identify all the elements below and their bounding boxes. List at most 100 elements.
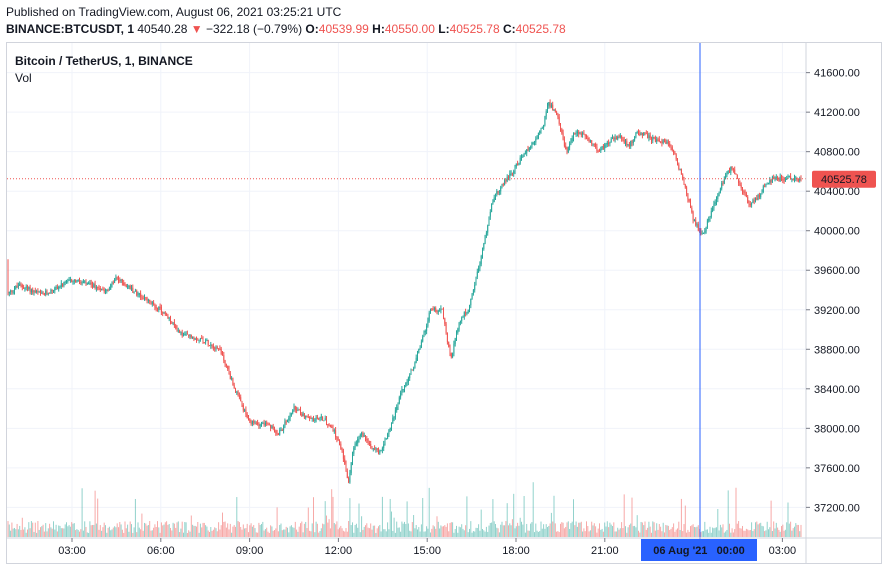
volume-bar xyxy=(189,531,191,537)
volume-bar xyxy=(652,521,654,537)
time-tick-label: 21:00 xyxy=(591,545,619,557)
volume-bar xyxy=(424,531,426,537)
volume-bar xyxy=(415,525,417,537)
volume-bar xyxy=(303,523,305,537)
volume-bar xyxy=(436,516,438,537)
candle-body xyxy=(602,146,604,149)
candle-body xyxy=(88,282,90,284)
volume-bar xyxy=(393,517,395,537)
volume-bar xyxy=(345,528,347,537)
candle-body xyxy=(670,145,672,148)
volume-bar xyxy=(583,528,585,537)
volume-bar xyxy=(257,532,259,537)
candle-body xyxy=(505,180,507,182)
candle-body xyxy=(686,187,688,194)
volume-bar xyxy=(427,528,429,537)
candle-body xyxy=(285,421,287,423)
candle-body xyxy=(660,141,662,143)
volume-bar xyxy=(773,521,775,537)
candle-body xyxy=(769,179,771,184)
volume-bar xyxy=(621,522,623,537)
candle-body xyxy=(201,338,203,340)
volume-bar xyxy=(541,528,543,537)
candle-body xyxy=(688,199,690,202)
candle-body xyxy=(160,306,162,313)
candle-body xyxy=(712,208,714,211)
candle-body xyxy=(11,290,13,293)
candle-body xyxy=(320,416,322,418)
candle-body xyxy=(381,448,383,451)
candle-body xyxy=(589,140,591,142)
candle-body xyxy=(212,346,214,348)
candle-body xyxy=(37,291,39,293)
candle-body xyxy=(605,144,607,146)
candle-body xyxy=(346,471,348,479)
candle-body xyxy=(279,430,281,435)
volume-bar xyxy=(414,528,416,537)
candle-body xyxy=(645,133,647,135)
candle-body xyxy=(353,447,355,454)
volume-bar xyxy=(73,523,75,537)
volume-bar xyxy=(749,529,751,537)
volume-bar xyxy=(310,531,312,537)
volume-bar xyxy=(264,529,266,537)
volume-bar xyxy=(478,524,480,537)
volume-bar xyxy=(539,531,541,537)
candle-body xyxy=(782,179,784,181)
volume-bar xyxy=(32,522,34,537)
volume-bars xyxy=(7,482,802,537)
volume-bar xyxy=(519,517,521,537)
candle-body xyxy=(714,202,716,205)
volume-bar xyxy=(184,522,186,537)
candle-body xyxy=(534,142,535,144)
volume-bar xyxy=(686,532,688,537)
volume-bar xyxy=(757,524,759,537)
volume-bar xyxy=(758,523,760,537)
candle-body xyxy=(580,133,582,135)
candle-body xyxy=(154,304,156,307)
candle-body xyxy=(219,348,221,350)
candle-body xyxy=(453,343,455,354)
volume-bar xyxy=(502,525,504,537)
volume-bar xyxy=(207,530,209,537)
candle-body xyxy=(172,322,174,324)
candle-body xyxy=(713,204,715,209)
candle-body xyxy=(610,138,612,143)
volume-bar xyxy=(328,519,330,537)
volume-bar xyxy=(557,531,559,537)
candle-body xyxy=(284,421,286,427)
volume-bar xyxy=(337,529,339,537)
volume-bar xyxy=(20,529,22,537)
volume-bar xyxy=(453,532,455,537)
volume-bar xyxy=(563,528,565,537)
candle-body xyxy=(498,191,500,193)
volume-bar xyxy=(326,515,327,537)
candle-body xyxy=(354,443,356,448)
candle-body xyxy=(679,168,681,170)
candle-body xyxy=(301,413,303,417)
volume-bar xyxy=(391,511,392,537)
chart-frame[interactable] xyxy=(6,42,882,564)
candle-body xyxy=(34,290,36,293)
volume-bar xyxy=(787,502,789,537)
volume-bar xyxy=(155,527,157,537)
candle-body xyxy=(726,173,728,176)
volume-bar xyxy=(445,526,447,537)
candle-body xyxy=(596,146,598,151)
candle-body xyxy=(778,179,780,181)
candle-body xyxy=(352,453,353,463)
volume-bar xyxy=(171,530,173,537)
volume-bar xyxy=(323,524,325,537)
volume-bar xyxy=(622,528,624,537)
volume-bar xyxy=(492,499,494,537)
volume-bar xyxy=(500,524,502,537)
volume-bar xyxy=(86,532,88,537)
candle-body xyxy=(327,424,329,426)
candle-body xyxy=(634,137,636,141)
volume-bar xyxy=(251,526,253,537)
volume-bar xyxy=(788,523,790,537)
candle-body xyxy=(656,139,658,142)
candle-body xyxy=(396,407,398,411)
volume-bar xyxy=(648,521,650,537)
